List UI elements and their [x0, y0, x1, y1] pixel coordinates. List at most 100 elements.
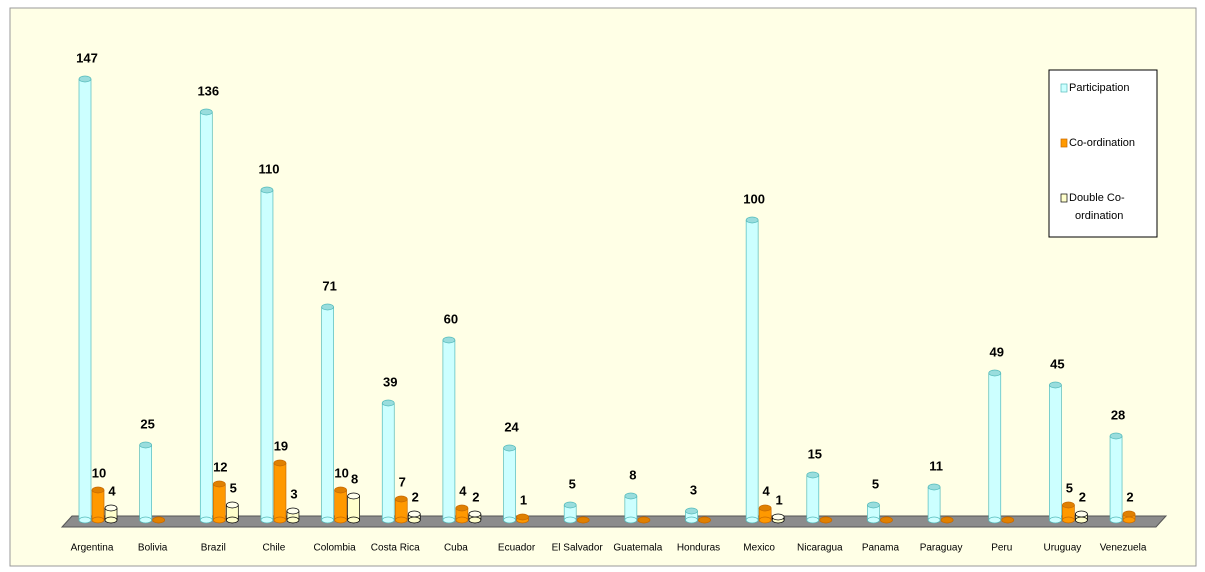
bar-top — [806, 471, 820, 479]
data-label: 2 — [1126, 489, 1133, 504]
bar-bottom — [442, 516, 456, 524]
bar-top — [260, 186, 274, 194]
bar-bottom — [758, 516, 772, 524]
bar-top — [225, 501, 239, 509]
bar — [442, 336, 456, 524]
data-label: 1 — [776, 492, 783, 507]
x-tick-label: Mexico — [743, 543, 775, 554]
data-label: 8 — [629, 467, 636, 482]
bar-top — [152, 516, 165, 524]
x-tick-label: Venezuela — [1100, 543, 1147, 554]
bar-top — [394, 495, 408, 503]
bar-top — [685, 507, 698, 515]
data-label: 110 — [258, 161, 279, 176]
bar — [1062, 501, 1075, 524]
bar — [334, 486, 347, 524]
bar-top — [1109, 432, 1123, 440]
bar-top — [698, 516, 711, 524]
bar-bottom — [273, 516, 287, 524]
bar — [516, 513, 529, 524]
bar-body — [92, 490, 104, 520]
legend-swatch — [1060, 138, 1068, 148]
bar — [152, 516, 165, 524]
bar-top — [771, 513, 785, 521]
bar-top — [563, 501, 577, 509]
bar-body — [139, 445, 152, 520]
x-tick-label: Bolivia — [138, 543, 168, 554]
x-tick-label: Chile — [263, 543, 286, 554]
bar-body — [334, 490, 347, 520]
bar-top — [988, 369, 1002, 377]
bar-body — [685, 511, 698, 520]
bar-top — [637, 516, 651, 524]
bar — [1049, 381, 1062, 524]
data-label: 3 — [690, 482, 697, 497]
legend-label: Co-ordination — [1069, 137, 1135, 149]
bar-body — [867, 505, 880, 520]
bar-body — [988, 373, 1001, 520]
bar-top — [334, 486, 347, 494]
bar-body — [564, 505, 577, 520]
bar — [273, 459, 287, 524]
legend — [1048, 69, 1158, 238]
bar-bottom — [503, 516, 516, 524]
bar-body — [395, 499, 408, 520]
bar — [381, 399, 395, 524]
bar-top — [576, 516, 590, 524]
bar-body — [746, 220, 759, 520]
bar-top — [199, 108, 213, 116]
bar — [880, 516, 893, 524]
bar-top — [347, 492, 360, 500]
bar-bottom — [1075, 516, 1088, 524]
bar-top — [442, 336, 456, 344]
bar-bottom — [685, 516, 698, 524]
bar — [685, 507, 698, 524]
x-tick-label: Brazil — [201, 543, 226, 554]
data-label: 11 — [929, 458, 943, 473]
data-label: 100 — [743, 191, 765, 206]
data-label: 1 — [520, 492, 527, 507]
bar — [139, 441, 152, 524]
data-label: 25 — [140, 416, 154, 431]
bar — [225, 501, 239, 524]
data-label: 12 — [213, 459, 227, 474]
bar — [394, 495, 408, 524]
bar — [806, 471, 820, 524]
data-label: 71 — [322, 278, 336, 293]
bar-top — [381, 399, 395, 407]
data-label: 2 — [472, 489, 479, 504]
data-label: 3 — [290, 486, 297, 501]
bar-bottom — [225, 516, 239, 524]
x-tick-label: Cuba — [444, 543, 468, 554]
bar-top — [455, 504, 469, 512]
data-label: 49 — [990, 344, 1004, 359]
bar-bottom — [104, 516, 118, 524]
x-tick-label: Colombia — [313, 543, 356, 554]
data-label: 39 — [383, 374, 397, 389]
legend-swatch — [1060, 193, 1068, 203]
bar-bottom — [139, 516, 152, 524]
bar-bottom — [455, 516, 469, 524]
x-tick-label: Ecuador — [498, 543, 536, 554]
bar — [455, 504, 469, 524]
bar-body — [382, 403, 395, 520]
x-tick-label: Uruguay — [1043, 543, 1081, 554]
legend-label: Participation — [1069, 82, 1130, 94]
bar-bottom — [407, 516, 421, 524]
data-label: 136 — [197, 83, 219, 98]
bar-body — [1062, 505, 1075, 520]
data-label: 10 — [92, 465, 106, 480]
bar — [286, 507, 300, 524]
bar-body — [347, 496, 360, 520]
bar-bottom — [212, 516, 226, 524]
x-tick-label: El Salvador — [552, 543, 604, 554]
x-tick-label: Guatemala — [613, 543, 662, 554]
bar — [637, 516, 651, 524]
data-label: 28 — [1111, 407, 1125, 422]
bar-body — [806, 475, 819, 520]
bar-bottom — [321, 516, 334, 524]
bar-bottom — [624, 516, 638, 524]
bar-bottom — [1109, 516, 1123, 524]
x-tick-label: Costa Rica — [371, 543, 420, 554]
bar-body — [624, 496, 637, 520]
